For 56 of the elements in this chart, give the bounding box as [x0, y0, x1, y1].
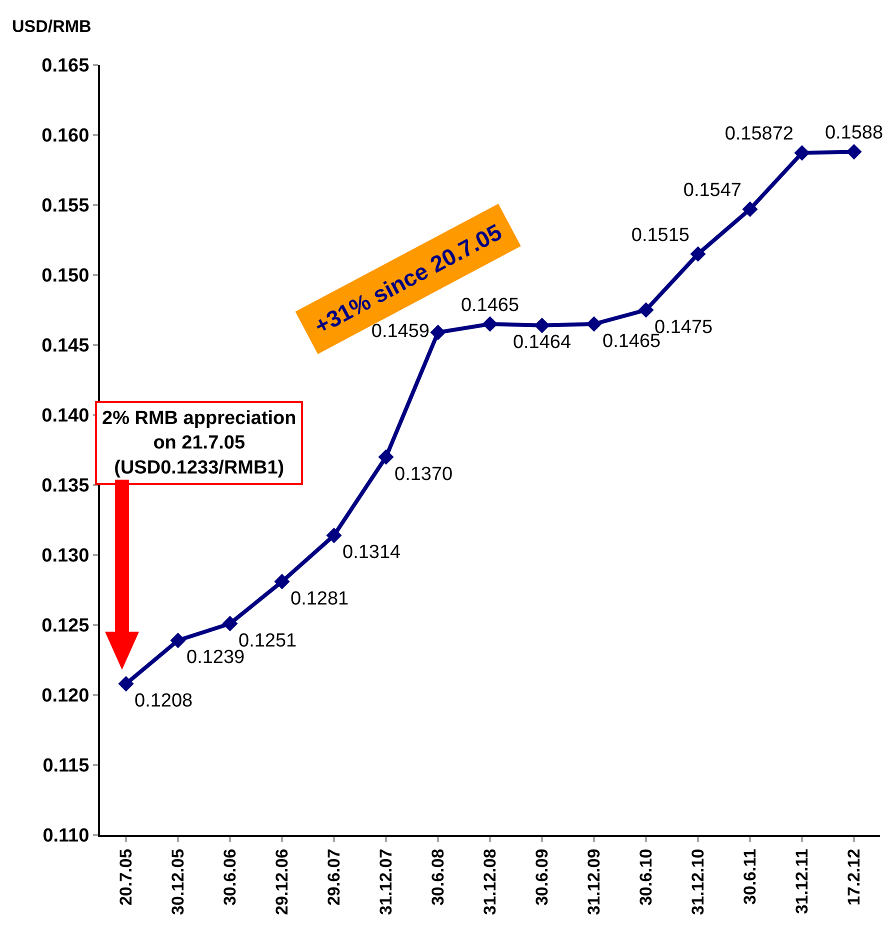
- point: [846, 144, 862, 160]
- x-tick-label: 31.12.09: [584, 848, 604, 915]
- point: [482, 316, 498, 332]
- x-tick-label: 30.6.10: [636, 848, 656, 906]
- y-axis-title: USD/RMB: [12, 17, 92, 36]
- data-label: 0.1588: [824, 122, 884, 144]
- y-tick-label: 0.160: [42, 126, 90, 147]
- data-label: 0.1208: [134, 690, 193, 712]
- point: [430, 324, 446, 340]
- point: [274, 574, 290, 590]
- annotation: 2% RMB appreciation on 21.7.05 (USD0.1233/RMB1): [102, 408, 296, 478]
- data-label: 0.1465: [460, 294, 520, 316]
- data-label: 0.1314: [342, 542, 402, 564]
- y-tick-label: 0.135: [42, 476, 90, 497]
- point: [534, 318, 550, 334]
- data-label: 0.1547: [683, 180, 742, 201]
- x-tick-label: 31.12.07: [376, 848, 396, 915]
- point: [690, 246, 706, 262]
- x-tick-label: 31.12.08: [480, 848, 500, 915]
- data-label: 0.1281: [290, 588, 349, 610]
- point: [170, 632, 186, 648]
- data-label: 0.15872: [724, 124, 794, 145]
- y-tick-label: 0.145: [42, 336, 90, 357]
- point: [586, 316, 602, 332]
- data-label: 0.1370: [394, 464, 453, 485]
- x-tick-label: 30.6.11: [740, 848, 760, 905]
- y-tick-label: 0.125: [42, 616, 90, 637]
- x-tick-label: 31.12.10: [688, 848, 708, 915]
- data-label: 0.1464: [512, 332, 572, 354]
- x-tick-label: 20.7.05: [116, 848, 136, 906]
- point: [326, 528, 342, 544]
- x-tick-label: 30.12.05: [168, 848, 188, 915]
- x-tick-label: 29.6.07: [324, 848, 344, 906]
- point: [222, 616, 238, 632]
- point: [378, 449, 394, 465]
- y-tick-label: 0.110: [42, 826, 90, 847]
- y-tick-label: 0.130: [42, 546, 90, 567]
- data-label: 0.1239: [186, 647, 245, 668]
- y-tick-label: 0.115: [42, 756, 90, 777]
- point: [794, 145, 810, 161]
- x-tick-label: 31.12.11: [792, 848, 812, 914]
- x-tick-label: 29.12.06: [272, 848, 292, 915]
- data-label: 0.1515: [631, 224, 690, 246]
- data-label: 0.1459: [371, 321, 430, 342]
- point: [638, 302, 654, 318]
- y-tick-label: 0.120: [42, 686, 90, 707]
- x-tick-label: 30.6.09: [532, 848, 552, 906]
- point: [118, 676, 134, 692]
- y-tick-label: 0.155: [42, 196, 90, 217]
- x-tick-label: 30.6.06: [220, 848, 240, 906]
- x-tick-label: 17.2.12: [844, 848, 864, 906]
- point: [742, 201, 758, 217]
- y-tick-label: 0.165: [42, 56, 90, 77]
- y-tick-label: 0.140: [42, 406, 90, 427]
- x-tick-label: 30.6.08: [428, 848, 448, 906]
- y-tick-label: 0.150: [42, 266, 90, 287]
